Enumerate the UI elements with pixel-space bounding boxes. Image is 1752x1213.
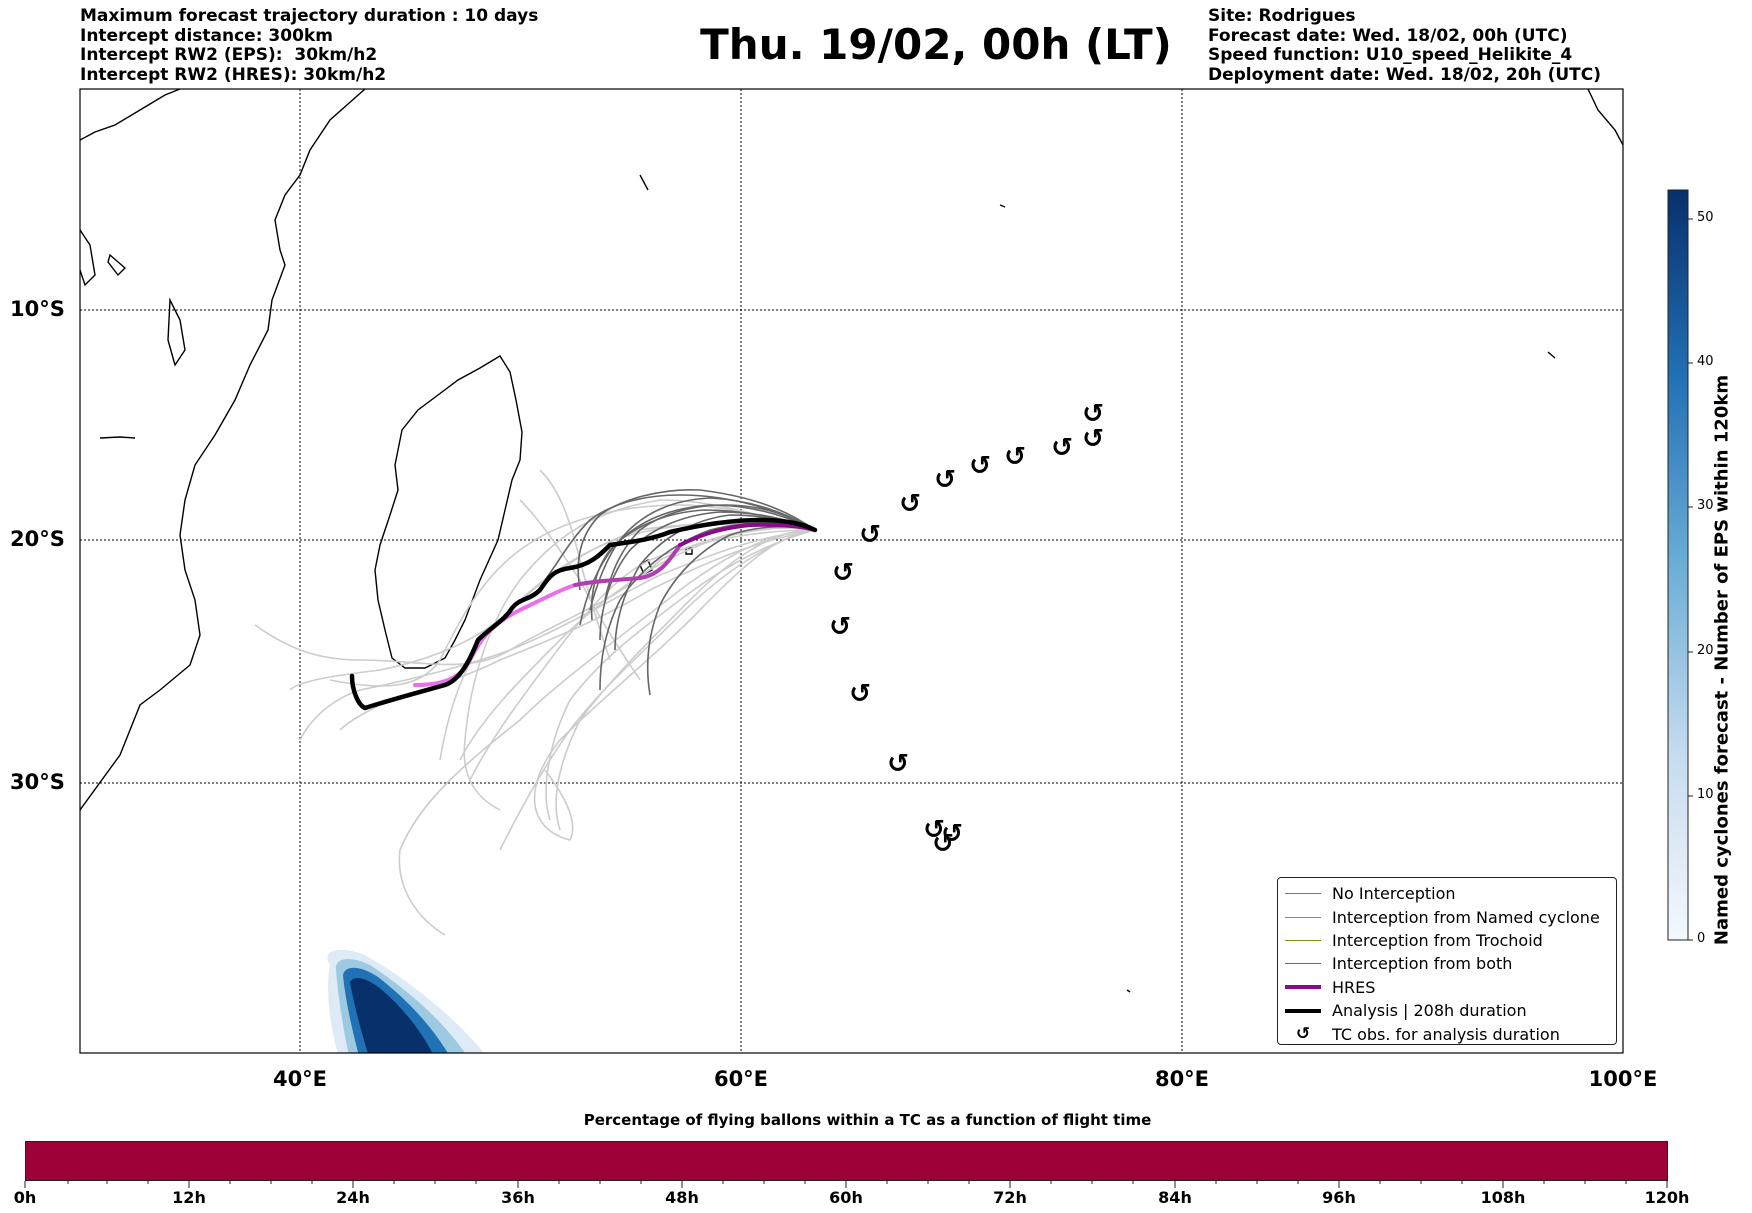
legend-item: Analysis | 208h duration <box>1284 999 1610 1022</box>
legend-item: Interception from both <box>1284 952 1610 975</box>
hres-trajectory <box>413 522 817 687</box>
legend-label: Interception from Named cyclone <box>1332 907 1600 927</box>
flight-time-tick-label: 72h <box>993 1188 1027 1207</box>
lon-label-40e: 40°E <box>272 1067 328 1091</box>
svg-text:↺: ↺ <box>923 815 945 845</box>
svg-text:↺: ↺ <box>1082 399 1104 429</box>
flight-time-tick-label: 36h <box>501 1188 535 1207</box>
flight-time-tick-label: 108h <box>1480 1188 1526 1207</box>
lon-label-80e: 80°E <box>1154 1067 1210 1091</box>
header-left-line: Intercept distance: 300km <box>80 25 333 46</box>
flight-time-tick-label: 12h <box>172 1188 206 1207</box>
legend-item: HRES <box>1284 976 1610 999</box>
svg-text:↺: ↺ <box>934 465 956 495</box>
svg-text:↺: ↺ <box>1051 433 1073 463</box>
eps-colorbar-tick-label: 30 <box>1697 498 1714 513</box>
svg-text:↺: ↺ <box>887 749 909 779</box>
legend-swatch <box>1285 1008 1321 1013</box>
map-legend: No Interception Interception from Named … <box>1277 877 1617 1045</box>
map-frame <box>79 88 1624 1054</box>
lat-label-20s: 20°S <box>10 527 65 551</box>
header-right-line: Site: Rodrigues <box>1208 6 1356 26</box>
eps-colorbar-tick-label: 10 <box>1697 787 1714 802</box>
svg-text:↺: ↺ <box>832 558 854 588</box>
legend-swatch <box>1285 939 1321 941</box>
flight-time-tick-label: 96h <box>1322 1188 1356 1207</box>
svg-text:↺: ↺ <box>1082 424 1104 454</box>
legend-item: Interception from Trochoid <box>1284 929 1610 952</box>
lon-label-100e: 100°E <box>1588 1067 1658 1091</box>
legend-swatch <box>1285 963 1321 965</box>
legend-swatch <box>1285 916 1321 918</box>
svg-text:↺: ↺ <box>941 819 963 849</box>
header-right-info: Site: Rodrigues Forecast date: Wed. 18/0… <box>1208 6 1602 85</box>
eps-colorbar-tick-label: 40 <box>1697 354 1714 369</box>
flight-time-tick-label: 0h <box>13 1188 37 1207</box>
page-title: Thu. 19/02, 00h (LT) <box>700 20 1172 69</box>
header-left-line: Intercept RW2 (EPS): 30km/h2 <box>80 45 378 65</box>
header-right-line: Forecast date: Wed. 18/02, 00h (UTC) <box>1208 25 1568 46</box>
flight-time-tick-label: 24h <box>336 1188 370 1207</box>
analysis-trajectory <box>349 517 818 711</box>
legend-swatch <box>1285 985 1321 990</box>
flight-time-tick-label: 60h <box>829 1188 863 1207</box>
svg-text:↺: ↺ <box>932 829 954 859</box>
eps-colorbar-ticks <box>1688 218 1693 941</box>
header-right-line: Speed function: U10_speed_Helikite_4 <box>1208 45 1573 65</box>
flight-time-colorbar-ticks <box>24 1181 1668 1188</box>
svg-text:↺: ↺ <box>859 520 881 550</box>
svg-text:↺: ↺ <box>899 489 921 519</box>
ensemble-trajectories-light <box>254 469 816 936</box>
cyclone-density-blob <box>327 949 485 1053</box>
legend-label: No Interception <box>1332 884 1456 904</box>
flight-time-tick-label: 84h <box>1158 1188 1192 1207</box>
cyclone-icon: ↺ <box>1295 1024 1311 1045</box>
legend-swatch <box>1285 893 1321 895</box>
svg-text:↺: ↺ <box>829 612 851 642</box>
legend-item: Interception from Named cyclone <box>1284 905 1610 928</box>
tc-observation-symbols: ↺ ↺ ↺ ↺ ↺ ↺ ↺ ↺ ↺ ↺ ↺ ↺ ↺ ↺ ↺ <box>829 399 1104 859</box>
svg-text:↺: ↺ <box>849 679 871 709</box>
legend-item: ↺ TC obs. for analysis duration <box>1284 1022 1610 1045</box>
lat-label-10s: 10°S <box>10 297 65 321</box>
header-left-info: Maximum forecast trajectory duration : 1… <box>80 6 539 85</box>
flight-time-tick-label: 48h <box>665 1188 699 1207</box>
lon-label-60e: 60°E <box>713 1067 769 1091</box>
header-right-line: Deployment date: Wed. 18/02, 20h (UTC) <box>1208 64 1602 85</box>
legend-label: TC obs. for analysis duration <box>1332 1024 1560 1044</box>
legend-label: Interception from both <box>1332 954 1513 974</box>
header-left-line: Intercept RW2 (HRES): 30km/h2 <box>80 64 387 85</box>
lat-label-30s: 30°S <box>10 770 65 794</box>
svg-text:↺: ↺ <box>969 451 991 481</box>
eps-colorbar-tick-label: 50 <box>1697 210 1714 225</box>
africa-coast <box>80 89 366 811</box>
header-left-line: Maximum forecast trajectory duration : 1… <box>80 6 539 26</box>
eps-colorbar <box>1667 189 1689 941</box>
coastlines <box>80 89 1623 993</box>
legend-label: Analysis | 208h duration <box>1332 1001 1527 1021</box>
legend-label: HRES <box>1332 977 1376 997</box>
eps-colorbar-tick-label: 0 <box>1697 931 1706 946</box>
madagascar-coast <box>374 355 523 669</box>
eps-colorbar-title: Named cyclones forecast - Number of EPS … <box>1711 374 1733 946</box>
flight-time-tick-label: 120h <box>1644 1188 1690 1207</box>
legend-item: No Interception <box>1284 882 1610 905</box>
flight-time-colorbar-title: Percentage of flying ballons within a TC… <box>583 1111 1152 1129</box>
flight-time-colorbar <box>25 1141 1668 1181</box>
eps-colorbar-tick-label: 20 <box>1697 643 1714 658</box>
svg-text:↺: ↺ <box>1004 442 1026 472</box>
legend-label: Interception from Trochoid <box>1332 930 1543 950</box>
